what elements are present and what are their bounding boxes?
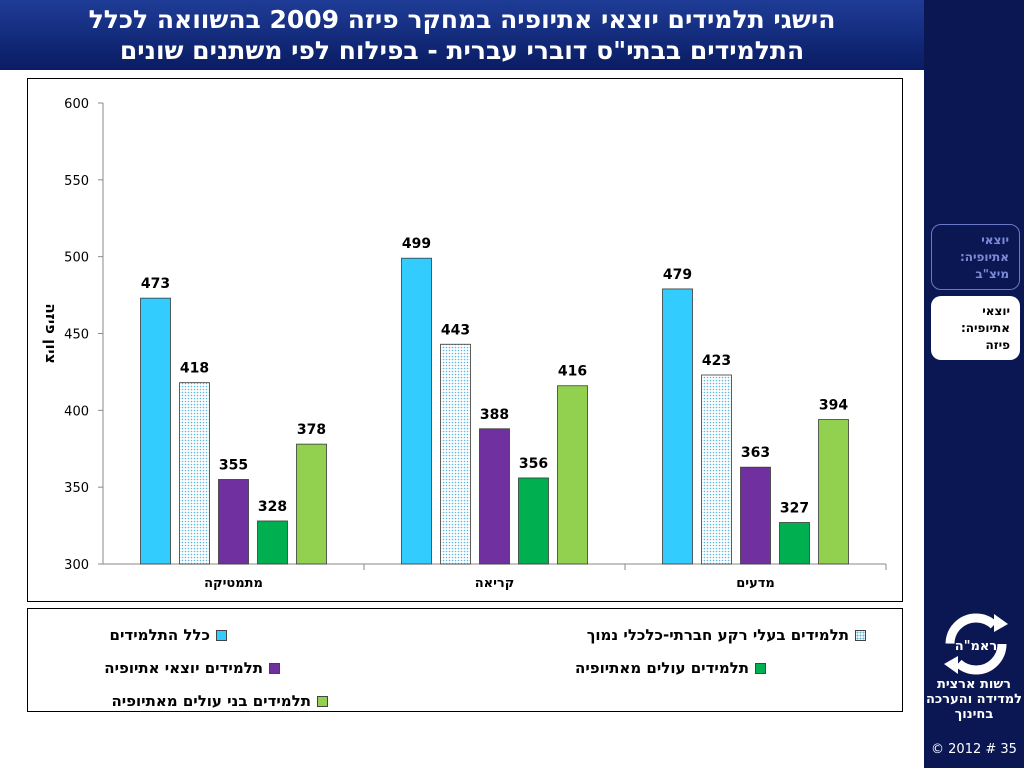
y-tick-label: 450 — [64, 328, 89, 343]
bar-3-2 — [479, 428, 510, 565]
nav-button-ethiopian-meitzav[interactable]: יוצאי אתיופיה: מיצ"ב — [931, 224, 1020, 290]
y-tick-label: 500 — [64, 251, 89, 266]
bar-3-1 — [218, 479, 249, 565]
bar-value-label: 499 — [402, 236, 431, 252]
legend-label-immigrants: תלמידים עולים מאתיופיה — [575, 659, 749, 677]
legend-item-all-students: כלל התלמידים — [110, 626, 227, 644]
legend-label-ethiopian-origin: תלמידים יוצאי אתיופיה — [104, 659, 263, 677]
bar-5-3 — [818, 419, 849, 565]
bar-value-label: 327 — [780, 501, 809, 517]
x-category-label: מדעים — [736, 576, 775, 591]
nav-button-ethiopian-pisa[interactable]: יוצאי אתיופיה: פיזה — [931, 296, 1020, 360]
y-tick-label: 300 — [64, 558, 89, 573]
x-category-label: קריאה — [475, 576, 515, 591]
bar-4-2 — [518, 477, 549, 565]
bar-value-label: 416 — [558, 364, 587, 380]
legend-swatch-children-of-immigrants — [317, 695, 328, 707]
y-tick-label: 600 — [64, 97, 89, 112]
bar-3-3 — [740, 466, 771, 565]
organization-name: רשות ארצית למדידה והערכה בחינוך — [925, 677, 1022, 722]
slide-title-line-2: התלמידים בבתי"ס דוברי עברית - בפילוח לפי… — [119, 36, 805, 65]
bar-2-1 — [179, 382, 210, 565]
bar-5-1 — [296, 443, 327, 565]
legend-item-immigrants: תלמידים עולים מאתיופיה — [575, 659, 766, 677]
slide-title: הישגי תלמידים יוצאי אתיופיה במחקר פיזה 2… — [0, 0, 924, 70]
bar-5-2 — [557, 385, 588, 565]
bar-value-label: 423 — [702, 353, 731, 369]
y-axis-title: ציון פיזה — [42, 303, 60, 363]
bar-value-label: 479 — [663, 267, 692, 283]
legend-item-ethiopian-origin: תלמידים יוצאי אתיופיה — [104, 659, 280, 677]
legend-item-children-of-immigrants: תלמידים בני עולים מאתיופיה — [111, 692, 328, 710]
bar-value-label: 388 — [480, 407, 509, 423]
y-tick-label: 400 — [64, 404, 89, 419]
legend-label-low-ses: תלמידים בעלי רקע חברתי-כלכלי נמוך — [586, 626, 849, 644]
chart-legend: כלל התלמידים תלמידים בעלי רקע חברתי-כלכל… — [27, 608, 903, 712]
slide-footer: © 2012 # 35 — [931, 742, 1017, 757]
bar-value-label: 443 — [441, 322, 470, 338]
bar-value-label: 356 — [519, 456, 548, 472]
legend-swatch-all-students — [216, 629, 227, 641]
bar-value-label: 473 — [141, 276, 170, 292]
bar-4-3 — [779, 522, 810, 565]
bar-1-2 — [401, 257, 432, 565]
bar-2-2 — [440, 343, 471, 565]
bar-chart: 300 350 400 450 500 550 600 ציון פיזה מתמטיקה קרי… — [42, 97, 887, 591]
y-tick-label: 550 — [64, 174, 89, 189]
legend-item-low-ses: תלמידים בעלי רקע חברתי-כלכלי נמוך — [587, 626, 866, 644]
legend-swatch-ethiopian-origin — [269, 662, 280, 674]
legend-swatch-low-ses — [855, 629, 866, 641]
x-category-label: מתמטיקה — [204, 576, 263, 591]
bar-value-label: 418 — [180, 361, 209, 377]
bar-1-1 — [140, 297, 171, 565]
logo-text: ראמ"ה — [955, 639, 997, 654]
y-tick-label: 350 — [64, 481, 89, 496]
chart-frame: 300 350 400 450 500 550 600 ציון פיזה מתמטיקה קרי… — [27, 78, 903, 602]
legend-label-all-students: כלל התלמידים — [109, 626, 210, 644]
bar-value-label: 363 — [741, 445, 770, 461]
bar-value-label: 328 — [258, 499, 287, 515]
bar-value-label: 394 — [819, 398, 848, 414]
bar-value-label: 378 — [297, 422, 326, 438]
sidebar — [924, 0, 1024, 768]
slide-title-line-1: הישגי תלמידים יוצאי אתיופיה במחקר פיזה 2… — [88, 5, 836, 34]
bar-1-3 — [662, 288, 693, 565]
bar-4-1 — [257, 520, 288, 565]
legend-label-children-of-immigrants: תלמידים בני עולים מאתיופיה — [111, 692, 311, 710]
bar-2-3 — [701, 374, 732, 565]
rama-logo: ראמ"ה — [944, 613, 1008, 675]
bar-value-label: 355 — [219, 457, 248, 473]
legend-swatch-immigrants — [755, 662, 766, 674]
